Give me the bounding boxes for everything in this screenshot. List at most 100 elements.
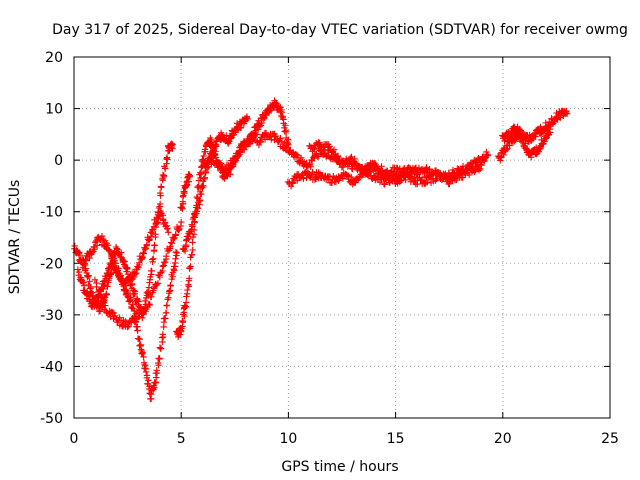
data-points (71, 97, 571, 403)
data-point (413, 167, 421, 174)
data-point (228, 160, 235, 168)
data-point (146, 236, 153, 243)
data-point (162, 309, 170, 317)
y-tick-label: 10 (45, 102, 63, 118)
data-point (93, 242, 101, 249)
data-point (189, 239, 196, 246)
data-point (241, 146, 248, 153)
data-point (477, 165, 484, 173)
x-tick-label: 10 (279, 431, 297, 447)
data-point (136, 335, 143, 343)
data-point (183, 293, 190, 300)
data-point (273, 99, 280, 107)
data-point (282, 128, 290, 136)
data-point (93, 283, 100, 291)
data-point (424, 179, 431, 186)
data-point (104, 283, 111, 290)
data-point (182, 299, 190, 306)
data-point (190, 214, 197, 221)
data-point (145, 300, 153, 308)
data-point (402, 176, 409, 184)
data-point (216, 159, 223, 167)
data-point (438, 176, 446, 184)
data-point (175, 226, 182, 234)
data-point (147, 395, 155, 403)
series-sat-k (306, 139, 421, 182)
plot-frame (73, 56, 611, 419)
data-point (253, 131, 260, 138)
data-point (167, 243, 174, 250)
data-point (201, 174, 209, 181)
data-point (107, 261, 115, 268)
data-point (142, 368, 150, 376)
data-point (91, 246, 98, 253)
data-point (396, 178, 404, 186)
data-point (163, 154, 171, 161)
data-point (361, 169, 368, 176)
data-point (532, 133, 539, 140)
data-point (293, 151, 300, 158)
data-point (81, 260, 88, 267)
data-point (158, 184, 165, 191)
data-point (127, 296, 134, 303)
data-point (279, 114, 287, 121)
data-point (348, 173, 355, 181)
data-point (156, 273, 163, 281)
data-point (428, 171, 436, 178)
data-point (189, 223, 196, 230)
data-point (111, 312, 119, 320)
data-point (156, 200, 164, 208)
data-point (398, 172, 405, 180)
data-point (194, 205, 202, 212)
series-sat-m (494, 126, 554, 164)
data-point (466, 171, 473, 179)
data-point (122, 282, 130, 289)
data-point (297, 154, 305, 161)
data-point (150, 247, 158, 255)
data-point (185, 178, 192, 185)
data-point (282, 122, 289, 129)
data-point (475, 167, 483, 174)
data-point (112, 260, 119, 267)
data-point (170, 235, 177, 243)
data-point (123, 265, 131, 273)
data-point (164, 296, 171, 303)
data-point (178, 218, 185, 226)
x-axis-label: GPS time / hours (281, 459, 398, 475)
data-point (148, 229, 156, 237)
data-point (165, 294, 172, 301)
data-point (185, 283, 192, 290)
y-axis-label: SDTVAR / TECUs (7, 180, 23, 295)
data-point (193, 193, 201, 201)
data-point (172, 232, 179, 239)
series-sat-h (198, 131, 260, 176)
data-point (306, 142, 313, 149)
data-point (159, 338, 166, 346)
data-point (202, 169, 210, 176)
data-point (150, 223, 158, 231)
data-point (179, 318, 186, 326)
data-point (308, 157, 316, 165)
data-point (149, 385, 156, 392)
data-point (139, 253, 146, 261)
data-point (294, 152, 302, 160)
data-point (478, 162, 485, 169)
data-point (244, 115, 251, 123)
data-point (100, 285, 107, 293)
data-point (255, 141, 263, 149)
series-sat-c (78, 207, 172, 289)
data-point (82, 265, 89, 272)
data-point (165, 229, 172, 236)
data-point (326, 143, 333, 150)
data-point (85, 272, 92, 279)
data-point (181, 302, 188, 309)
data-point (347, 154, 354, 162)
data-point (168, 240, 176, 247)
data-point (268, 136, 275, 143)
data-point (181, 312, 188, 320)
y-tick-label: 0 (54, 153, 63, 169)
data-point (277, 135, 284, 142)
data-point (160, 173, 167, 181)
data-point (254, 126, 262, 133)
data-point (315, 169, 322, 176)
